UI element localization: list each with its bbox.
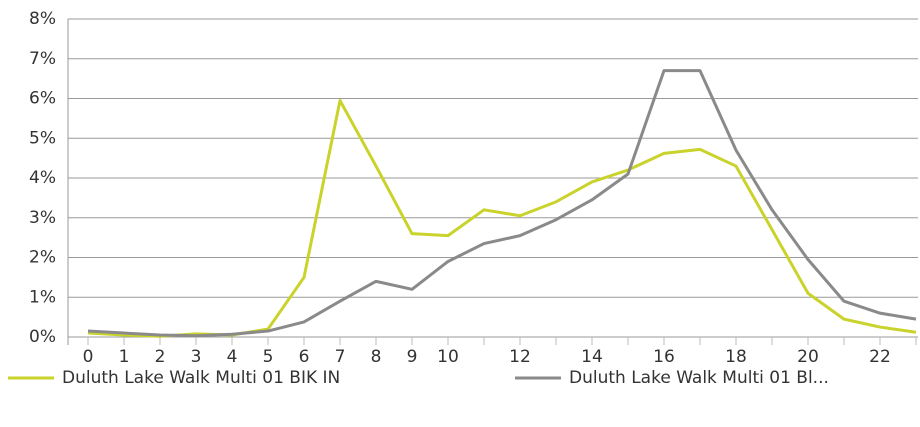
x-tick-label: 20 [797, 347, 819, 367]
y-tick-label: 2% [29, 248, 56, 268]
x-tick-label: 16 [653, 347, 675, 367]
x-tick-label: 6 [299, 347, 310, 367]
series-line [87, 69, 917, 338]
x-tick-label: 8 [371, 347, 382, 367]
x-tick-label: 0 [83, 347, 94, 367]
y-tick-label: 1% [29, 287, 56, 307]
x-tick-label: 5 [263, 347, 274, 367]
y-tick-label: 4% [29, 168, 56, 188]
x-tick-label: 2 [155, 347, 166, 367]
x-tick-label: 14 [581, 347, 603, 367]
x-tick-label: 3 [191, 347, 202, 367]
legend-label: Duluth Lake Walk Multi 01 BIK IN [62, 368, 340, 388]
x-tick-label: 18 [725, 347, 747, 367]
x-tick-label: 12 [509, 347, 531, 367]
x-tick-label: 22 [869, 347, 891, 367]
y-tick-label: 7% [29, 49, 56, 69]
x-tick-label: 4 [227, 347, 238, 367]
y-tick-label: 6% [29, 89, 56, 109]
x-tick-label: 7 [335, 347, 346, 367]
y-tick-label: 3% [29, 208, 56, 228]
y-tick-label: 8% [29, 9, 56, 29]
y-tick-label: 5% [29, 128, 56, 148]
x-tick-label: 1 [119, 347, 130, 367]
series-line [87, 98, 917, 338]
legend-label: Duluth Lake Walk Multi 01 Bl... [569, 368, 829, 388]
y-tick-label: 0% [29, 327, 56, 347]
x-tick-label: 10 [437, 347, 459, 367]
x-tick-label: 9 [407, 347, 418, 367]
